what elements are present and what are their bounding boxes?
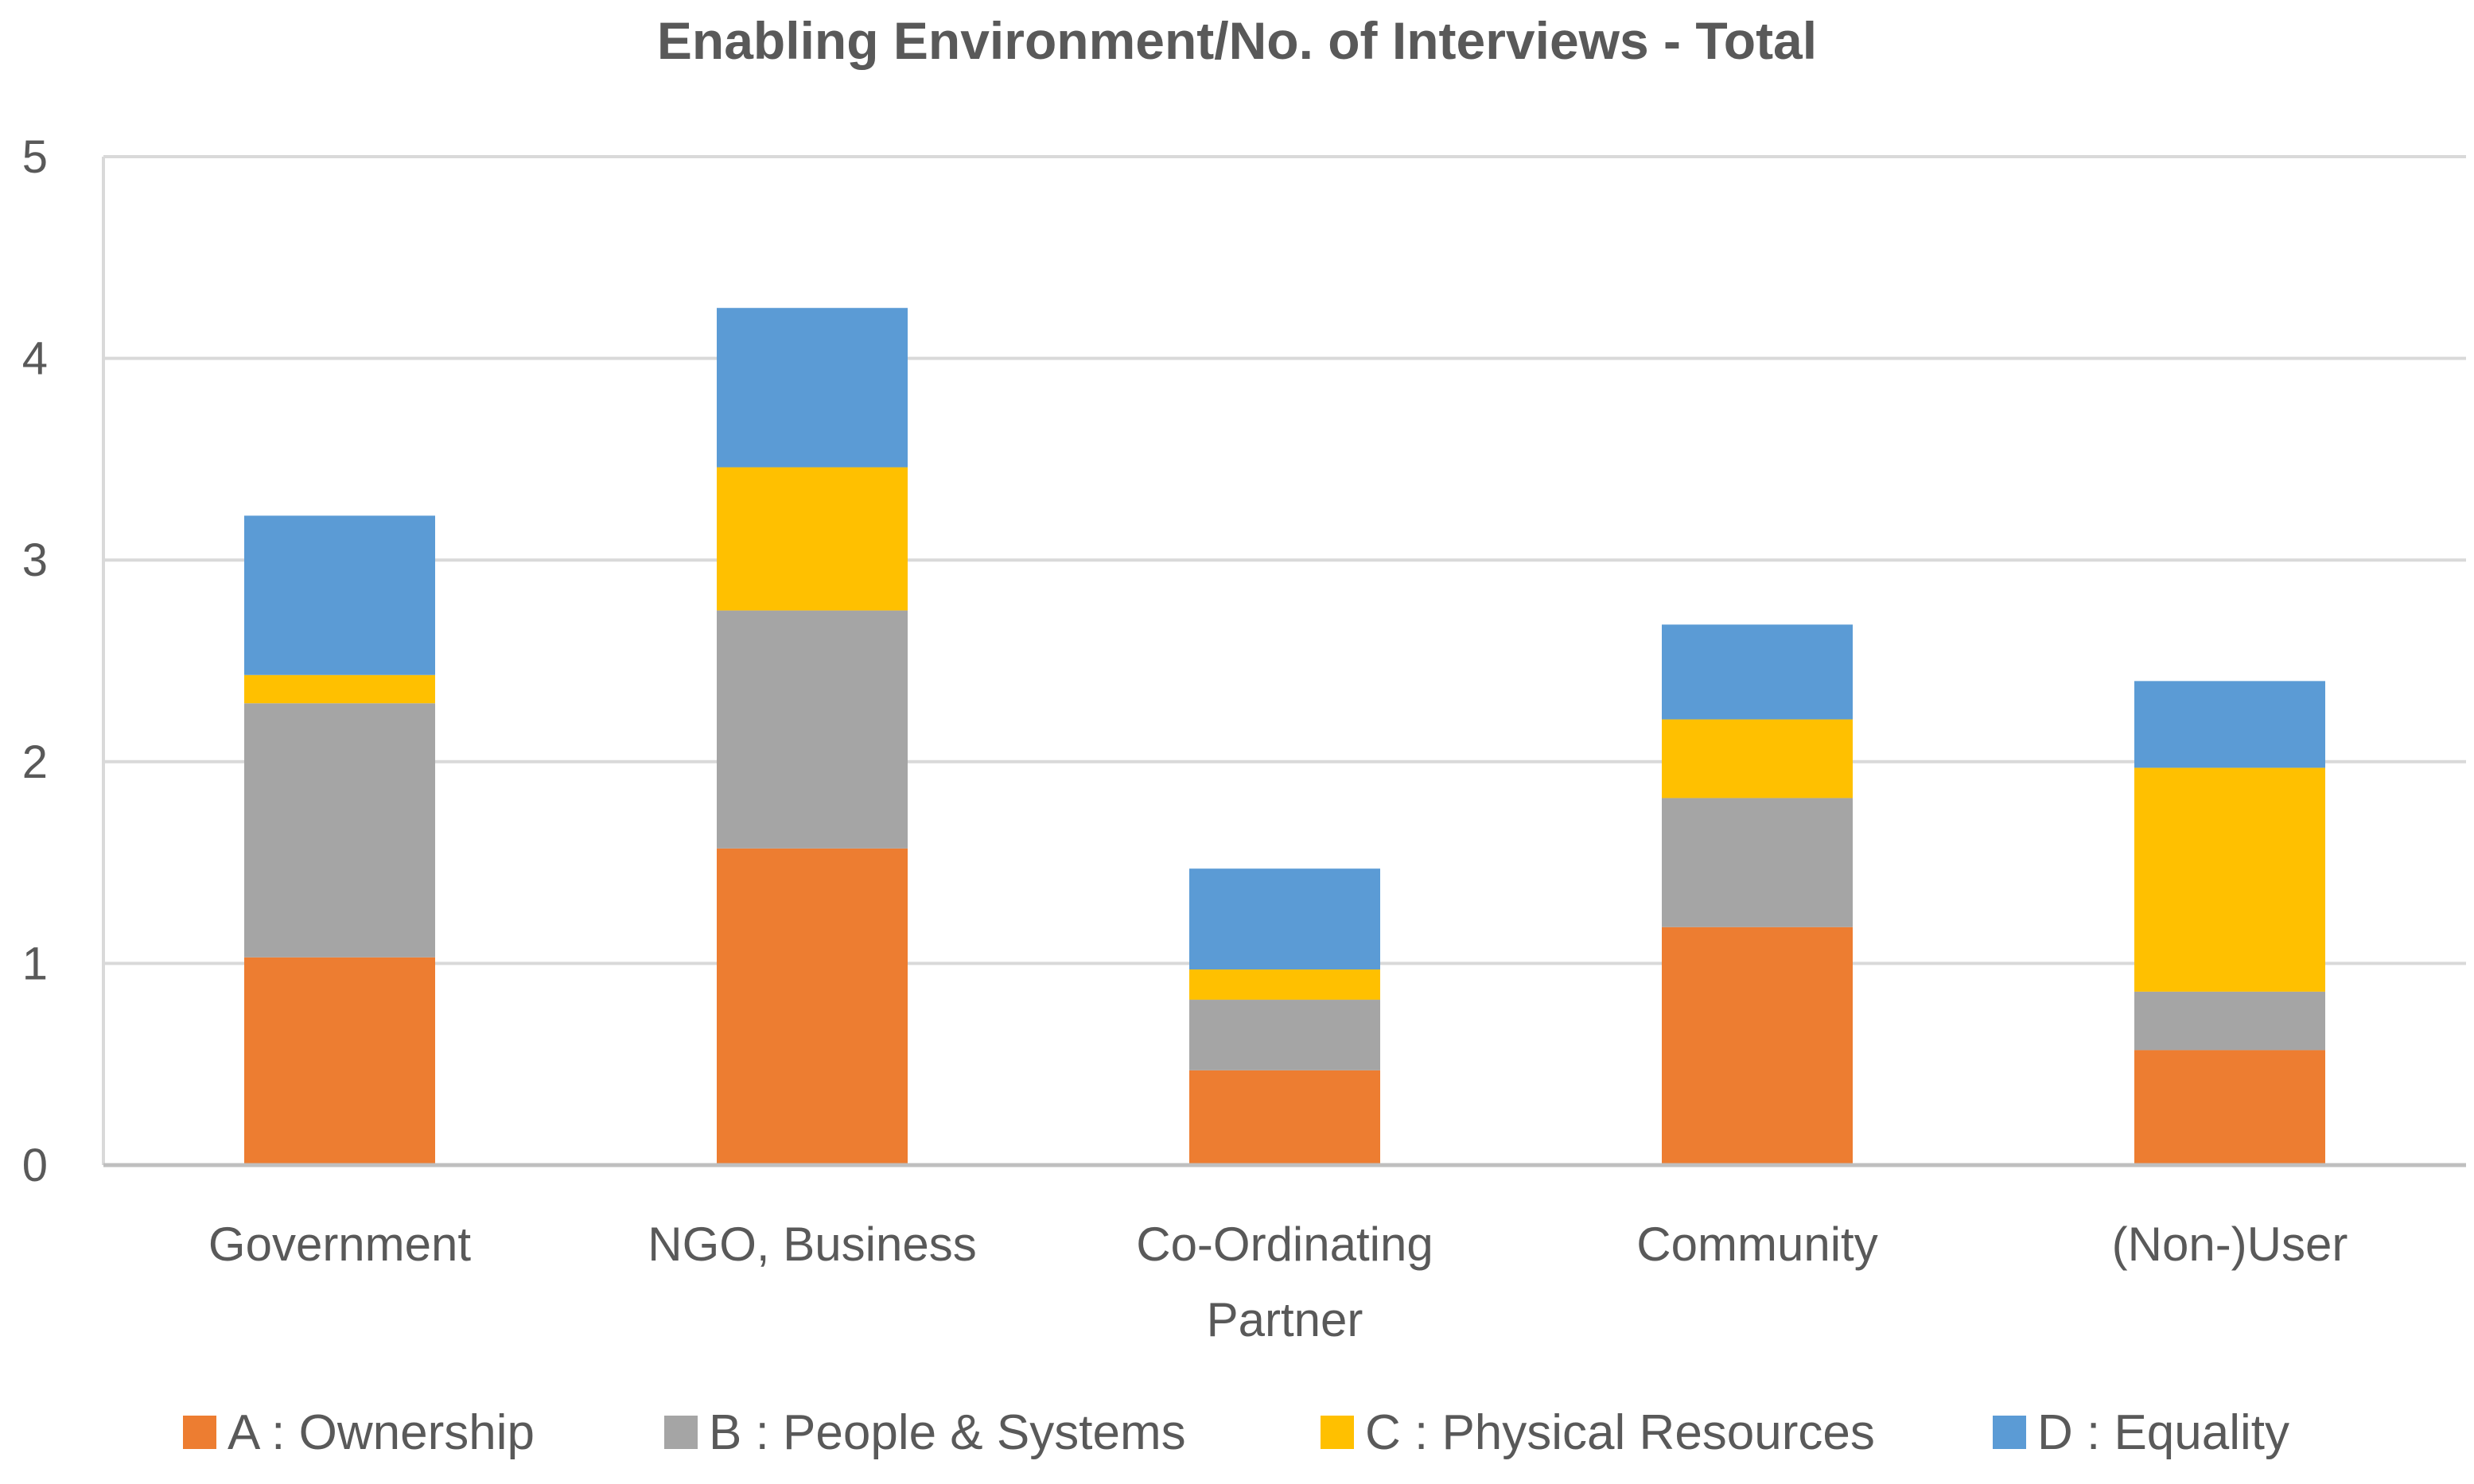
bar-segment bbox=[1189, 969, 1380, 1000]
bar-segment bbox=[244, 515, 435, 675]
x-tick-label: Partner bbox=[1207, 1293, 1363, 1346]
legend-label: A : Ownership bbox=[228, 1405, 535, 1460]
bar-segment bbox=[717, 848, 908, 1165]
x-axis: Government NGO, Business Co-Ordinating Part… bbox=[103, 1163, 2466, 1346]
y-axis: 0 1 2 3 4 5 bbox=[22, 131, 105, 1191]
bar-segment bbox=[2134, 681, 2325, 768]
bar-segment bbox=[1662, 927, 1853, 1165]
gridlines bbox=[103, 155, 2466, 965]
y-tick-label: 4 bbox=[22, 333, 48, 385]
x-tick-label: NGO, Business bbox=[648, 1218, 976, 1271]
bar-segment bbox=[1189, 868, 1380, 970]
x-tick-label: Community bbox=[1636, 1218, 1877, 1271]
bar-segment bbox=[244, 703, 435, 958]
legend-label: D : Equality bbox=[2037, 1405, 2289, 1460]
legend-swatch bbox=[1321, 1416, 1354, 1449]
chart-title: Enabling Environment/No. of Interviews -… bbox=[657, 11, 1817, 70]
legend-swatch bbox=[664, 1416, 698, 1449]
legend-swatch bbox=[183, 1416, 216, 1449]
bar-segment bbox=[244, 674, 435, 704]
bar-segment bbox=[2134, 767, 2325, 992]
bars bbox=[244, 308, 2325, 1165]
y-tick-label: 0 bbox=[22, 1140, 48, 1191]
legend: A : Ownership B : People & Systems C : Phy… bbox=[183, 1405, 2289, 1460]
y-tick-label: 3 bbox=[22, 534, 48, 586]
bar-segment bbox=[1189, 1070, 1380, 1165]
bar-segment bbox=[244, 957, 435, 1165]
y-tick-label: 5 bbox=[22, 131, 48, 183]
bar-segment bbox=[717, 610, 908, 849]
legend-swatch bbox=[1993, 1416, 2026, 1449]
x-tick-label: Co-Ordinating bbox=[1136, 1218, 1433, 1271]
bar-segment bbox=[1662, 719, 1853, 798]
x-tick-label: (Non-)User bbox=[2112, 1218, 2348, 1271]
x-tick-label: Government bbox=[208, 1218, 471, 1271]
bar-segment bbox=[2134, 1050, 2325, 1165]
bar-segment bbox=[1662, 624, 1853, 720]
legend-label: C : Physical Resources bbox=[1365, 1405, 1875, 1460]
bar-segment bbox=[717, 308, 908, 468]
legend-label: B : People & Systems bbox=[709, 1405, 1186, 1460]
y-tick-label: 2 bbox=[22, 736, 48, 788]
bar-segment bbox=[717, 467, 908, 611]
bar-segment bbox=[1662, 798, 1853, 927]
bar-segment bbox=[2134, 991, 2325, 1051]
y-tick-label: 1 bbox=[22, 938, 48, 989]
bar-segment bbox=[1189, 1000, 1380, 1070]
